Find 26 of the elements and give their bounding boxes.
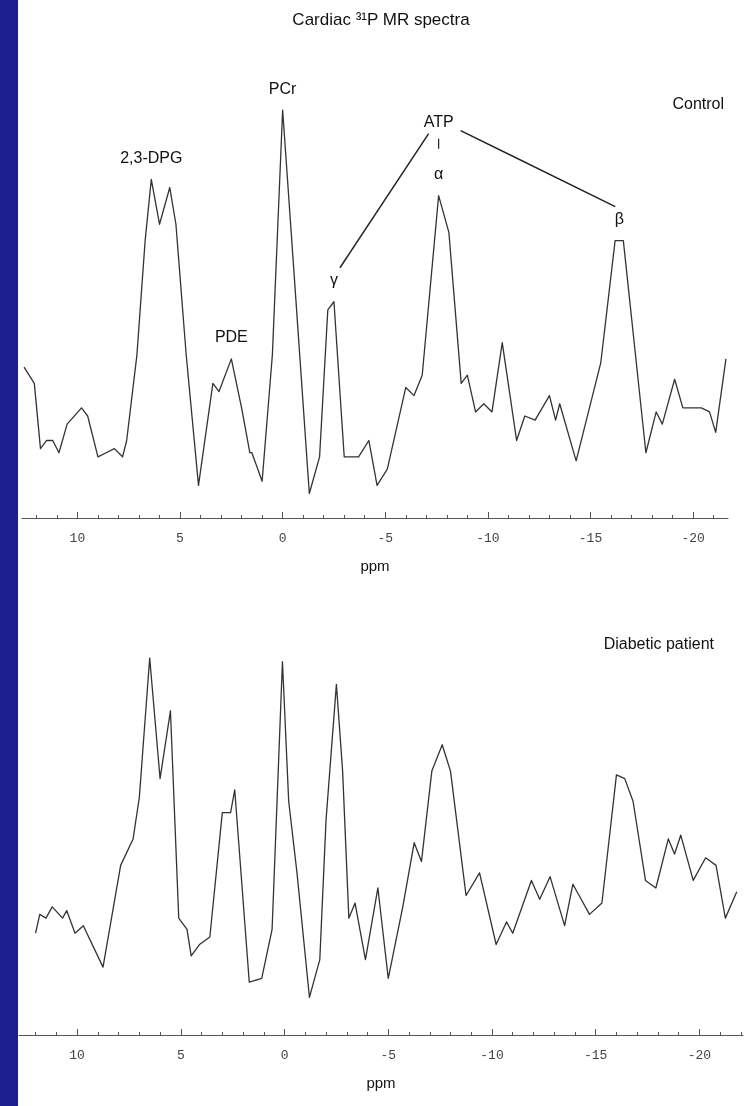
x-axis-title: ppm (360, 557, 390, 574)
annotation: PCr (268, 79, 298, 97)
x-tick-label: -20 (687, 1048, 712, 1063)
x-tick-label: -10 (480, 1048, 504, 1063)
x-tick-label: 0 (280, 1048, 289, 1063)
annotation: Control (672, 94, 724, 112)
x-tick-label: 5 (176, 531, 184, 546)
x-tick-label: -15 (578, 531, 603, 546)
x-tick-label: 5 (176, 1048, 185, 1063)
x-tick-label: 10 (69, 1048, 85, 1063)
x-tick-label: -5 (380, 1048, 397, 1063)
annotation: α (434, 165, 444, 183)
annotation: PDE (214, 328, 248, 346)
x-tick-label: 0 (278, 531, 287, 546)
x-tick-label: -5 (377, 531, 394, 546)
annotation: γ (329, 271, 338, 289)
x-tick-label: -15 (584, 1048, 608, 1063)
annotation: β (614, 210, 624, 228)
text: Diabetic patient (603, 634, 715, 652)
x-tick-label: -20 (681, 531, 705, 546)
x-tick-label: -10 (476, 531, 500, 546)
annotation: ATP (423, 113, 454, 131)
chart-title: Cardiac ³¹P MR spectra (292, 10, 471, 29)
x-tick-label: 10 (69, 531, 86, 546)
x-axis-title: ppm (366, 1074, 396, 1091)
annotation: 2,3-DPG (120, 148, 183, 166)
